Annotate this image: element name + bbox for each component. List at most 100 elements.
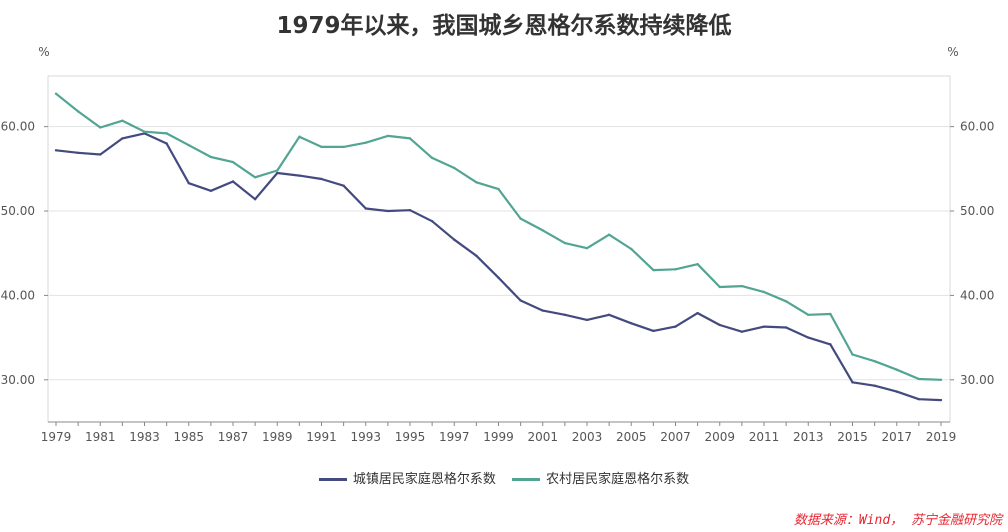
- data-point: [696, 262, 699, 266]
- data-point: [231, 180, 235, 183]
- x-tick-label: 1983: [129, 430, 160, 444]
- data-point: [253, 198, 257, 201]
- data-point: [408, 137, 412, 140]
- data-point: [652, 329, 655, 333]
- data-point: [718, 285, 721, 289]
- data-point: [585, 246, 589, 250]
- x-tick-label: 2001: [527, 430, 558, 444]
- data-point: [939, 378, 943, 382]
- data-point: [209, 155, 213, 159]
- legend-label-rural: 农村居民家庭恩格尔系数: [546, 472, 690, 487]
- chart-title: 1979年以来，我国城乡恩格尔系数持续降低: [276, 13, 732, 39]
- data-point: [607, 313, 611, 317]
- data-point: [807, 313, 810, 317]
- y-tick-label-right: 60.00: [960, 120, 994, 134]
- data-point: [165, 142, 168, 145]
- x-axis: 1979 1981 1983 1985 1987 1989 1991 1993 1995 1997…: [41, 421, 957, 444]
- gridlines: [47, 75, 951, 423]
- x-tick-label: 2013: [793, 430, 824, 444]
- y-tick-label-right: 50.00: [960, 204, 994, 218]
- legend-swatch-rural: [512, 478, 541, 481]
- data-point: [807, 336, 810, 339]
- data-point: [121, 119, 124, 122]
- data-point: [298, 174, 301, 177]
- data-point: [121, 137, 124, 140]
- data-point: [143, 130, 146, 133]
- data-point: [585, 318, 589, 322]
- x-tick-label: 1985: [173, 430, 204, 444]
- data-point: [253, 176, 257, 179]
- data-point: [320, 177, 323, 181]
- data-point: [475, 254, 478, 257]
- data-point: [364, 141, 367, 144]
- y-axis-unit-left: %: [38, 45, 49, 59]
- data-point: [54, 149, 58, 152]
- legend-item-rural[interactable]: 农村居民家庭恩格尔系数: [512, 468, 689, 487]
- x-tick-label: 1991: [306, 430, 337, 444]
- data-point: [829, 343, 832, 346]
- data-point: [165, 132, 168, 135]
- data-point: [939, 398, 943, 402]
- data-point: [541, 309, 544, 312]
- y-axis-ticks: 30.00 30.00 40.00 40.00 50.00 50.00 60.00 60.00: [1, 120, 995, 387]
- legend-item-urban[interactable]: 城镇居民家庭恩格尔系数: [318, 468, 496, 487]
- x-tick-label: 1999: [483, 430, 514, 444]
- data-point: [762, 290, 766, 294]
- data-point: [364, 207, 367, 210]
- data-point: [784, 326, 788, 329]
- x-tick-label: 2019: [926, 430, 957, 444]
- data-point: [453, 166, 456, 170]
- data-point: [408, 208, 412, 212]
- x-tick-label: 1979: [41, 430, 72, 444]
- y-tick-label-right: 40.00: [960, 288, 994, 302]
- x-tick-label: 2003: [572, 430, 603, 444]
- data-point: [187, 144, 190, 147]
- data-point: [430, 156, 434, 160]
- data-point: [762, 325, 766, 328]
- data-point: [696, 311, 699, 315]
- data-point: [674, 268, 677, 271]
- data-point: [829, 312, 832, 316]
- data-point: [674, 325, 677, 328]
- data-point: [740, 330, 744, 333]
- data-point: [342, 145, 345, 149]
- x-tick-label: 1993: [350, 430, 381, 444]
- x-tick-label: 2007: [660, 430, 691, 444]
- data-point: [320, 145, 323, 149]
- data-point: [718, 323, 721, 327]
- series-line-0: [55, 132, 942, 402]
- data-point: [298, 135, 301, 138]
- data-point: [895, 368, 898, 371]
- data-point: [342, 184, 345, 187]
- source-note: 数据来源：Wind， 苏宁金融研究院: [793, 513, 1002, 528]
- data-point: [99, 153, 102, 156]
- data-point: [475, 181, 478, 184]
- data-point: [784, 300, 788, 303]
- data-point: [917, 398, 921, 401]
- plot-frame: [47, 75, 951, 423]
- data-point: [453, 238, 456, 241]
- x-tick-label: 2017: [881, 430, 912, 444]
- data-point: [607, 233, 611, 236]
- y-tick-label-right: 30.00: [960, 373, 994, 387]
- x-tick-label: 1987: [218, 430, 249, 444]
- data-point: [99, 126, 102, 129]
- y-tick-label-left: 50.00: [1, 204, 35, 218]
- data-point: [630, 247, 633, 251]
- x-tick-label: 1997: [439, 430, 470, 444]
- data-point: [430, 219, 434, 223]
- y-tick-label-left: 60.00: [1, 120, 35, 134]
- data-point: [563, 241, 567, 245]
- data-point: [386, 134, 390, 138]
- data-point: [652, 268, 655, 272]
- x-tick-label: 2005: [616, 430, 647, 444]
- series-lines: [54, 92, 943, 402]
- data-point: [76, 151, 80, 154]
- data-point: [497, 187, 500, 191]
- legend-swatch-urban: [318, 478, 347, 481]
- data-point: [54, 92, 58, 95]
- data-point: [76, 110, 80, 113]
- data-point: [231, 160, 235, 164]
- data-point: [873, 384, 876, 387]
